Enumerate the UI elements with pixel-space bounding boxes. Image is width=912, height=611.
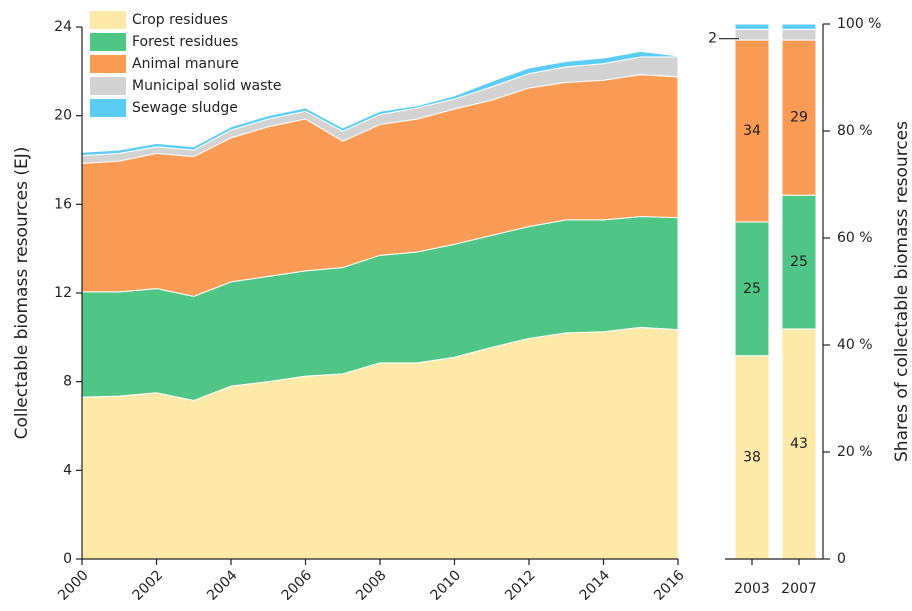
legend-label: Municipal solid waste [132,78,282,94]
legend-label: Sewage sludge [132,100,238,116]
y-tick-label: 20 % [837,444,873,460]
x-tick-label: 2014 [577,567,614,604]
y-axis-label: Collectable biomass resources (EJ) [12,147,32,440]
y-tick-label: 8 [63,374,72,390]
bar-value-label: 34 [743,123,761,139]
y-tick-label: 60 % [837,230,873,246]
x-tick-label: 2003 [734,581,770,597]
bar-segment [781,28,817,41]
x-tick-label: 2008 [353,567,390,604]
y-tick-label: 40 % [837,337,873,353]
y-tick-label: 16 [54,196,72,212]
bar-value-label: 43 [790,436,808,452]
x-tick-label: 2004 [204,567,241,604]
x-tick-label: 2000 [55,567,92,604]
legend-label: Crop residues [132,12,228,28]
y-tick-label: 0 [837,551,846,567]
bar-segment [781,194,817,330]
y-tick-label: 20 [54,108,72,124]
x-tick-label: 2006 [279,567,316,604]
bar-value-label: 38 [743,449,761,465]
bar-value-label: 29 [790,110,808,126]
x-tick-label: 2012 [502,567,539,604]
x-tick-label: 2016 [651,567,688,604]
y-tick-label: 100 % [837,16,881,32]
y-tick-label: 0 [63,551,72,567]
legend-label: Forest residues [132,34,238,50]
y-axis-label: Shares of collectable biomass resources [892,121,912,462]
bar-value-label: 2 [708,31,717,47]
legend-swatch [90,55,126,73]
y-tick-label: 24 [54,19,72,35]
legend-swatch [90,11,126,29]
bar-segment [781,39,817,196]
bar-value-label: 25 [743,281,761,297]
y-tick-label: 12 [54,285,72,301]
bar-segment [781,23,817,30]
bar-segment [734,28,770,41]
legend-swatch [90,99,126,117]
x-tick-label: 2010 [428,567,465,604]
y-tick-label: 80 % [837,123,873,139]
bar-value-label: 25 [790,254,808,270]
bar-segment [734,23,770,30]
axis-line [725,24,824,560]
area [81,50,679,157]
x-tick-label: 2002 [130,567,167,604]
legend-swatch [90,33,126,51]
y-tick-label: 4 [63,462,72,478]
bar-segment [734,221,770,357]
legend-label: Animal manure [132,56,239,72]
x-tick-label: 2007 [781,581,817,597]
legend-swatch [90,77,126,95]
